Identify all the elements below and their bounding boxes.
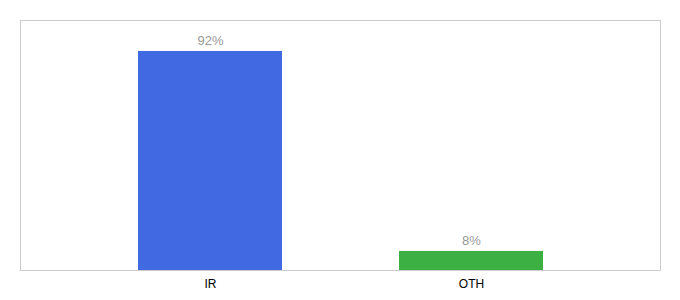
svg-text:8%: 8% — [462, 233, 481, 248]
svg-text:OTH: OTH — [459, 277, 484, 291]
svg-text:IR: IR — [205, 277, 217, 291]
svg-text:92%: 92% — [197, 33, 223, 48]
